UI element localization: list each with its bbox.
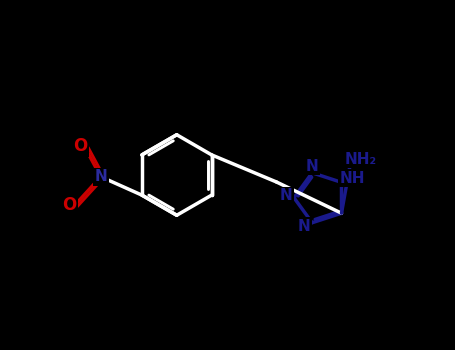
Text: N: N bbox=[95, 169, 107, 184]
Text: N: N bbox=[306, 159, 318, 174]
Text: NH: NH bbox=[339, 170, 365, 186]
Text: N: N bbox=[280, 188, 293, 203]
Text: NH₂: NH₂ bbox=[344, 152, 377, 167]
Text: N: N bbox=[298, 219, 311, 234]
Text: O: O bbox=[73, 137, 88, 155]
Text: O: O bbox=[62, 196, 76, 214]
